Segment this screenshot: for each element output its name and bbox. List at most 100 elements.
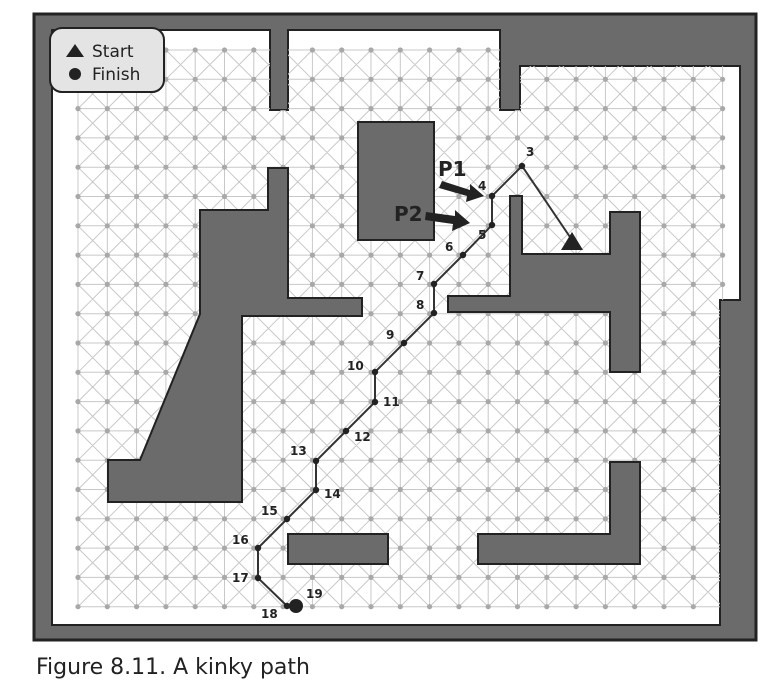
path-vertex (488, 192, 496, 200)
grid-node (339, 164, 345, 170)
grid-node (456, 516, 462, 522)
grid-node (427, 399, 433, 405)
grid-node (485, 574, 491, 581)
grid-node (514, 369, 521, 375)
grid-node (485, 486, 491, 493)
grid-node (192, 252, 198, 258)
grid-node (75, 486, 81, 493)
grid-node (251, 340, 257, 346)
grid-node (485, 457, 491, 463)
grid-node (134, 135, 140, 141)
grid-node (163, 193, 169, 200)
path-vertex-label: 4 (478, 179, 486, 193)
legend-start-label: Start (92, 42, 134, 62)
grid-node (544, 516, 550, 522)
grid-node (221, 604, 228, 610)
p1-label: P1 (438, 157, 467, 181)
grid-node (544, 369, 550, 375)
path-vertex-label: 5 (478, 228, 486, 242)
path-vertex (342, 427, 350, 435)
grid-node (690, 252, 696, 258)
grid-node (456, 76, 462, 82)
grid-node (544, 457, 550, 463)
grid-node (720, 252, 726, 258)
grid-node (485, 76, 491, 82)
path-vertex-label: 6 (445, 240, 453, 254)
grid-node (397, 76, 403, 82)
grid-node (368, 516, 374, 522)
grid-node (134, 106, 140, 112)
grid-node (573, 76, 579, 82)
grid-node (221, 516, 228, 522)
grid-node (397, 486, 403, 493)
grid-node (485, 281, 491, 287)
grid-node (427, 76, 433, 82)
grid-node (134, 252, 140, 258)
grid-node (632, 399, 638, 405)
grid-node (661, 340, 667, 346)
grid-node (104, 369, 110, 375)
grid-node (104, 545, 110, 551)
grid-node (720, 106, 726, 112)
grid-node (427, 106, 433, 112)
grid-node (427, 604, 433, 610)
grid-node (397, 311, 403, 317)
grid-node (602, 369, 609, 375)
grid-node (75, 106, 81, 112)
grid-node (104, 281, 110, 287)
grid-node (397, 252, 403, 258)
grid-node (339, 106, 345, 112)
path-vertex (371, 368, 379, 376)
grid-node (544, 223, 550, 229)
path-vertex (254, 574, 262, 582)
grid-node (75, 399, 81, 405)
grid-node (690, 457, 696, 463)
grid-node (221, 106, 228, 112)
grid-node (632, 604, 638, 610)
grid-node (720, 193, 726, 200)
grid-node (573, 574, 579, 581)
grid-node (192, 281, 198, 287)
path-vertex (488, 221, 496, 229)
grid-node (368, 457, 374, 463)
grid-node (134, 574, 140, 581)
grid-node (602, 486, 609, 493)
grid-node (251, 193, 257, 200)
grid-node (544, 193, 550, 200)
grid-node (544, 106, 550, 112)
grid-node (339, 252, 345, 258)
grid-node (632, 428, 638, 434)
grid-node (427, 369, 433, 375)
grid-node (544, 574, 550, 581)
grid-node (690, 340, 696, 346)
grid-node (397, 604, 403, 610)
path-vertex (400, 339, 408, 347)
grid-node (661, 252, 667, 258)
grid-node (602, 106, 609, 112)
grid-node (192, 574, 198, 581)
obstacle-bottom-left-bar (287, 533, 389, 565)
path-vertex (254, 544, 262, 552)
grid-node (309, 369, 315, 375)
grid-node (134, 281, 140, 287)
legend-finish-label: Finish (92, 65, 140, 85)
grid-node (661, 486, 667, 493)
path-vertex-label: 18 (261, 607, 278, 621)
obstacle-right-wall (447, 195, 641, 373)
grid-node (544, 164, 550, 170)
grid-node (134, 369, 140, 375)
grid-node (573, 486, 579, 493)
grid-node (485, 516, 491, 522)
grid-node (339, 223, 345, 229)
grid-node (602, 399, 609, 405)
grid-node (456, 193, 462, 200)
grid-node (75, 516, 81, 522)
grid-node (602, 574, 609, 581)
grid-node (280, 340, 286, 346)
grid-node (221, 135, 228, 141)
grid-node (309, 340, 315, 346)
grid-node (544, 135, 550, 141)
grid-node (485, 428, 491, 434)
grid-node (251, 106, 257, 112)
grid-node (163, 340, 169, 346)
